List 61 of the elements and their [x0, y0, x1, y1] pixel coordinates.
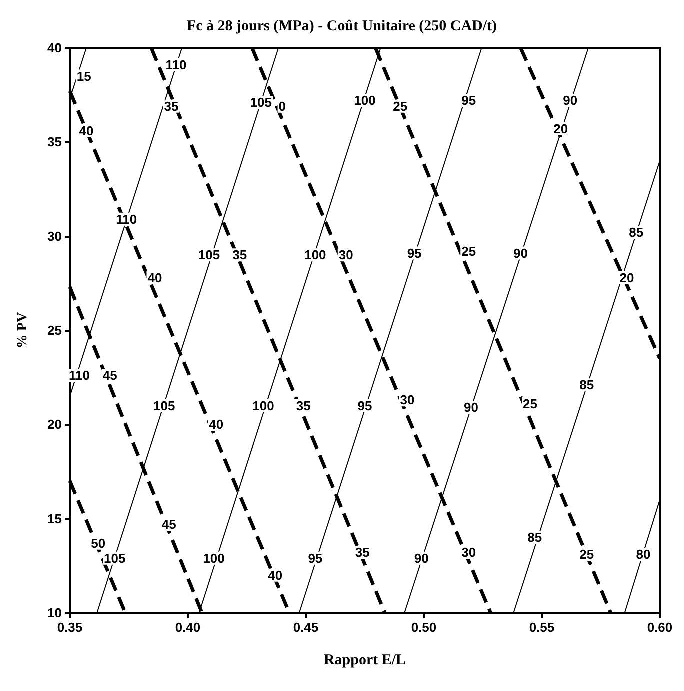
annotation: 35	[232, 248, 248, 263]
annotation: 105	[154, 398, 176, 414]
x-tick-label: 0.60	[647, 620, 673, 635]
annotation: 40	[268, 568, 283, 583]
annotation: 95	[308, 550, 323, 566]
annotation: 105	[250, 95, 272, 110]
annotation: 40	[209, 417, 224, 432]
x-tick-label: 0.55	[529, 620, 555, 635]
x-tick-label: 0.50	[411, 620, 437, 635]
annotation: 45	[102, 368, 118, 384]
annotation: 90	[464, 400, 478, 416]
annotation: 100	[252, 398, 274, 414]
chart-title: Fc à 28 jours (MPa) - Coût Unitaire (250 CAD/t)	[186, 18, 498, 34]
annotation: 100	[203, 550, 225, 566]
annotation: 35	[164, 98, 179, 114]
annotation: 105	[104, 550, 126, 566]
annotation: 15	[76, 68, 92, 84]
annotation: 90	[414, 550, 429, 566]
annotation: 95	[407, 246, 422, 261]
annotation: 50	[91, 536, 106, 551]
annotation: 90	[514, 246, 528, 261]
annotation: 40	[79, 123, 94, 138]
y-tick-label: 20	[48, 417, 62, 432]
annotation: 40	[148, 270, 162, 286]
annotation: 30	[462, 545, 476, 560]
x-tick-label: 0.45	[293, 620, 319, 635]
annotation: 25	[393, 98, 408, 114]
annotation: 25	[580, 547, 594, 562]
annotation: 85	[580, 378, 594, 393]
annotation: 95	[462, 93, 476, 108]
y-axis-title: % PV	[16, 312, 30, 349]
annotation: 95	[358, 398, 372, 414]
annotation: 85	[528, 530, 542, 546]
annotation: 20	[554, 121, 568, 136]
annotation: 45	[162, 516, 176, 532]
annotation: 30	[400, 392, 415, 408]
annotation: 110	[116, 212, 138, 227]
y-tick-label: 30	[48, 228, 62, 244]
y-tick-label: 10	[48, 606, 62, 620]
y-tick-label: 15	[48, 511, 62, 526]
y-tick-label: 40	[48, 40, 62, 56]
annotation: 35	[296, 398, 311, 414]
annotation: 100	[304, 248, 326, 263]
annotation: 85	[629, 225, 644, 240]
annotation: 105	[198, 248, 220, 263]
annotation: 35	[355, 545, 370, 560]
annotation: 110	[68, 368, 90, 384]
y-tick-label: 35	[48, 134, 62, 150]
annotation: 100	[354, 93, 376, 108]
y-tick-label: 25	[48, 323, 62, 338]
x-tick-label: 0.40	[175, 620, 201, 635]
annotation: 20	[620, 270, 634, 286]
annotation: 110	[166, 57, 187, 72]
annotation: 25	[462, 244, 476, 259]
annotation: 25	[522, 396, 538, 412]
x-axis-title: Rapport E/L	[324, 652, 406, 668]
annotation: 80	[636, 547, 651, 562]
annotation: 90	[563, 93, 578, 108]
x-tick-label: 0.35	[57, 620, 83, 635]
annotation: 30	[338, 248, 354, 263]
annotation: 0	[278, 98, 286, 114]
